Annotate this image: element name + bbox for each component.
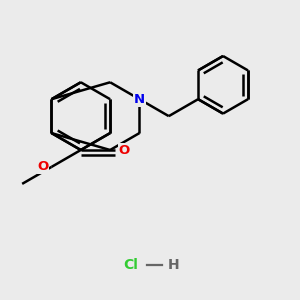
Text: N: N — [134, 93, 145, 106]
Text: H: H — [168, 258, 179, 272]
Text: O: O — [118, 143, 130, 157]
Text: O: O — [37, 160, 49, 173]
Text: Cl: Cl — [123, 258, 138, 272]
